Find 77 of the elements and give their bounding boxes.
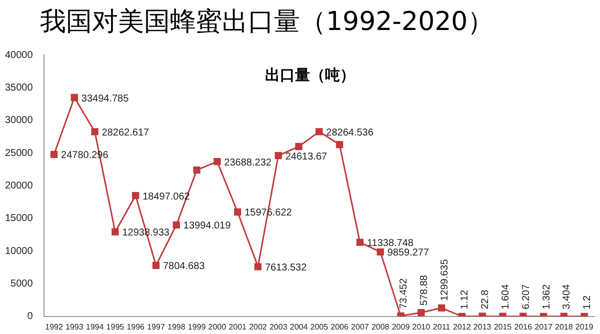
x-tick-label: 2002 bbox=[249, 322, 268, 332]
y-tick-label: 15000 bbox=[4, 213, 34, 224]
x-tick-label: 2019 bbox=[575, 322, 594, 332]
data-label: 7613.532 bbox=[264, 262, 308, 274]
point bbox=[438, 304, 446, 312]
data-label: 24613.67 bbox=[285, 151, 328, 162]
data-label: 7804.683 bbox=[162, 261, 206, 272]
x-tick-label: 2018 bbox=[555, 322, 574, 332]
x-tick-label: 2003 bbox=[269, 322, 288, 332]
y-tick-label: 35000 bbox=[4, 82, 34, 94]
x-tick-label: 2015 bbox=[494, 322, 512, 332]
point bbox=[234, 208, 242, 216]
data-label: 1299.635 bbox=[439, 258, 450, 301]
point bbox=[254, 263, 262, 270]
x-tick-label: 2016 bbox=[514, 322, 533, 332]
chart-title: 我国对美国蜂蜜出口量（1992-2020） bbox=[40, 6, 494, 39]
data-label: 13994.019 bbox=[183, 220, 232, 232]
point bbox=[274, 152, 282, 160]
x-tick-label: 2001 bbox=[228, 322, 248, 332]
data-label: 9859.277 bbox=[387, 248, 430, 259]
x-tick-label: 1999 bbox=[188, 322, 206, 332]
data-label: 33494.785 bbox=[81, 93, 130, 104]
x-tick-label: 2017 bbox=[534, 322, 553, 332]
x-tick-label: 1996 bbox=[126, 322, 146, 332]
x-tick-label: 1995 bbox=[106, 322, 125, 332]
data-label: 22.8 bbox=[480, 289, 492, 310]
point bbox=[336, 140, 344, 148]
x-tick-label: 2007 bbox=[351, 322, 370, 332]
x-tick-label: 2008 bbox=[371, 322, 390, 332]
point bbox=[50, 150, 58, 158]
x-tick-label: 2009 bbox=[392, 322, 410, 332]
point bbox=[295, 142, 302, 150]
data-label: 1.604 bbox=[500, 284, 512, 310]
data-label: 1.12 bbox=[460, 289, 471, 310]
y-tick-label: 0 bbox=[27, 311, 34, 322]
point bbox=[70, 94, 78, 102]
x-tick-label: 2005 bbox=[310, 322, 329, 332]
data-label: 73.452 bbox=[398, 278, 410, 309]
x-tick-label: 2013 bbox=[473, 322, 492, 332]
x-tick-label: 1997 bbox=[147, 322, 166, 332]
point bbox=[112, 228, 119, 236]
point bbox=[214, 158, 221, 166]
point bbox=[193, 166, 200, 174]
data-label: 11338.748 bbox=[366, 238, 414, 250]
point bbox=[132, 192, 140, 200]
y-tick-label: 40000 bbox=[4, 50, 34, 61]
y-tick-label: 10000 bbox=[4, 246, 34, 257]
point bbox=[152, 262, 160, 269]
y-tick-label: 30000 bbox=[4, 115, 34, 126]
point bbox=[376, 248, 384, 256]
x-tick-label: 1993 bbox=[66, 322, 84, 332]
x-tick-label: 1992 bbox=[45, 322, 64, 332]
data-label: 23688.232 bbox=[224, 157, 272, 168]
point bbox=[418, 309, 425, 316]
x-tick-label: 1994 bbox=[86, 322, 104, 332]
data-label: 6.207 bbox=[520, 284, 532, 310]
x-tick-label: 2000 bbox=[208, 322, 227, 332]
x-tick-label: 2004 bbox=[290, 322, 308, 332]
x-tick-label: 2011 bbox=[432, 322, 451, 332]
data-label: 1.362 bbox=[541, 284, 552, 310]
y-tick-label: 20000 bbox=[4, 180, 34, 192]
x-tick-label: 2006 bbox=[330, 322, 349, 332]
data-label: 28262.617 bbox=[102, 127, 150, 138]
x-tick-label: 1998 bbox=[167, 322, 186, 332]
point bbox=[172, 221, 180, 229]
point bbox=[316, 128, 323, 136]
data-label: 1.2 bbox=[582, 295, 594, 310]
point bbox=[91, 128, 98, 136]
y-tick-label: 25000 bbox=[4, 148, 34, 159]
x-tick-label: 2012 bbox=[453, 322, 472, 332]
data-label: 28264.536 bbox=[326, 127, 374, 138]
data-label: 3.404 bbox=[562, 284, 573, 310]
x-tick-label: 2010 bbox=[412, 322, 431, 332]
data-label: 578.88 bbox=[418, 274, 430, 306]
point bbox=[356, 238, 364, 246]
text: 出口量（吨） bbox=[265, 66, 355, 84]
y-tick-label: 5000 bbox=[10, 278, 34, 290]
